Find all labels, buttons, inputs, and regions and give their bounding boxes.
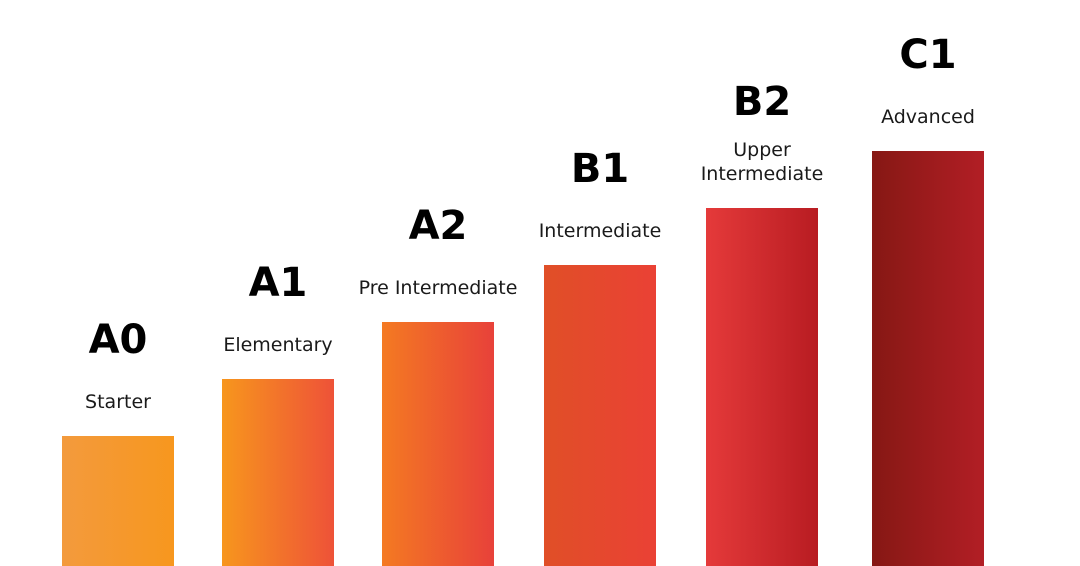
level-name-a1: Elementary [223, 334, 333, 356]
bar-a1 [222, 379, 334, 566]
bar-b2 [706, 208, 818, 566]
level-code-c1: C1 [899, 32, 957, 78]
bar-c1 [872, 151, 984, 566]
level-code-b1: B1 [570, 146, 630, 192]
level-code-a2: A2 [408, 203, 468, 249]
bar-b1 [544, 265, 656, 566]
level-code-b2: B2 [732, 79, 792, 125]
bar-a0 [62, 436, 174, 566]
level-name-c1: Advanced [881, 106, 975, 128]
level-name-a0: Starter [85, 391, 151, 413]
level-name-a2: Pre Intermediate [358, 277, 518, 299]
level-code-a1: A1 [248, 260, 308, 306]
bar-a2 [382, 322, 494, 566]
level-name-b1: Intermediate [538, 220, 662, 242]
level-code-a0: A0 [88, 317, 148, 363]
level-name-b2: Upper Intermediate [700, 139, 824, 185]
